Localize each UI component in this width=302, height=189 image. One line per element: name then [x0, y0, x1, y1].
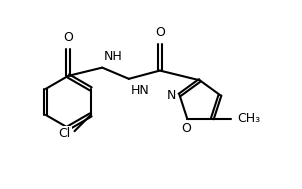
- Text: O: O: [181, 122, 191, 135]
- Text: N: N: [167, 88, 176, 101]
- Text: NH: NH: [104, 50, 122, 63]
- Text: Cl: Cl: [59, 127, 71, 140]
- Text: O: O: [63, 31, 73, 44]
- Text: O: O: [155, 26, 165, 39]
- Text: HN: HN: [130, 84, 149, 97]
- Text: CH₃: CH₃: [238, 112, 261, 125]
